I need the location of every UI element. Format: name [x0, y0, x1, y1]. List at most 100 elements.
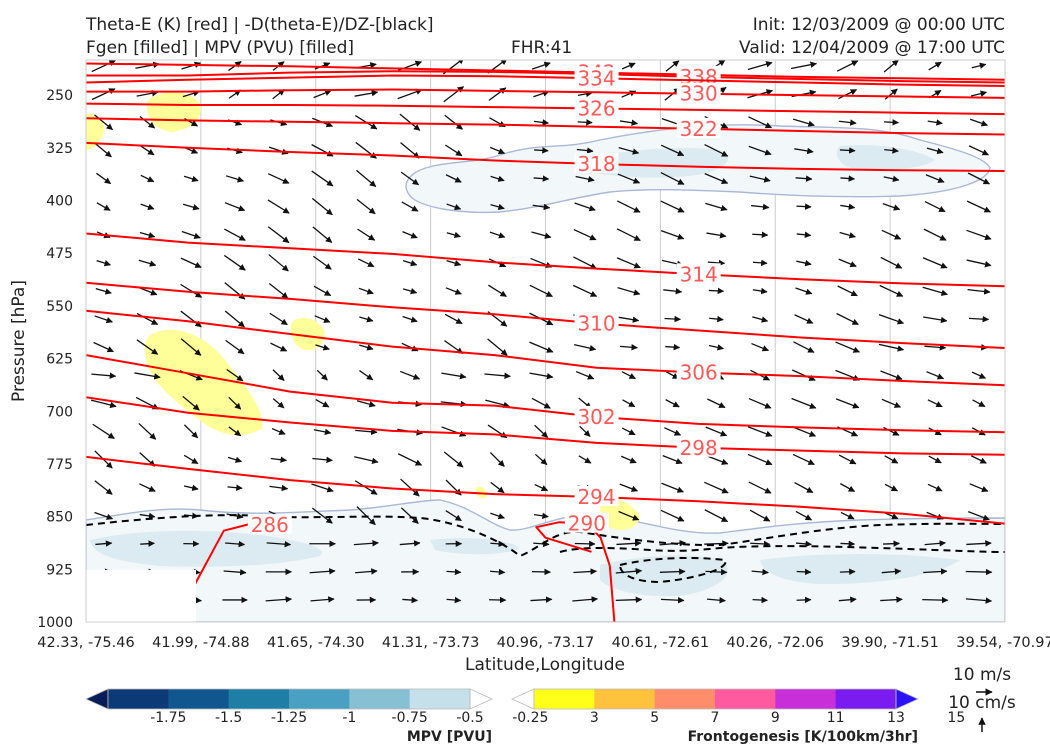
wind-vector [706, 232, 727, 239]
wind-vector [402, 315, 418, 323]
theta-e-contour [86, 354, 1005, 434]
theta-e-label-bg [574, 67, 619, 88]
theta-e-contour [86, 309, 1005, 387]
wind-vector [576, 147, 594, 154]
theta-e-contours: 3423383343303263223183143103063022982942… [86, 61, 1005, 622]
wind-vector [268, 283, 289, 299]
wind-vector [574, 343, 597, 352]
wind-vector [443, 451, 464, 468]
theta-e-label: 318 [577, 152, 615, 176]
wind-vector [397, 88, 423, 100]
theta-e-label-bg [247, 514, 292, 535]
wind-vector [748, 397, 772, 409]
wind-vector [616, 540, 642, 547]
wind-vector [397, 453, 423, 466]
wind-vector [879, 284, 904, 297]
wind-vector [441, 372, 467, 380]
wind-vector [265, 596, 293, 603]
wind-vector [795, 510, 813, 521]
wind-vector [181, 230, 201, 239]
wind-vector [224, 310, 245, 328]
wind-vector [927, 399, 943, 408]
theta-e-label: 310 [577, 311, 615, 335]
wind-vector [622, 399, 636, 408]
wind-vector [401, 201, 419, 212]
wind-vector [926, 147, 944, 155]
wind-vector [182, 203, 200, 211]
mpv-lower-core [90, 530, 322, 567]
mpv-colorbar-tick: -0.5 [456, 710, 483, 726]
wind-vector [529, 341, 554, 353]
wind-vector [883, 175, 900, 183]
wind-vector [796, 203, 812, 210]
wind-vector [660, 229, 685, 240]
wind-vector [924, 344, 947, 351]
wind-vector [136, 312, 159, 326]
wind-vector [660, 596, 685, 604]
theta-e-label: 334 [577, 66, 615, 90]
wind-vector [709, 315, 724, 323]
wind-vector [96, 259, 111, 267]
theta-e-label-bg [676, 117, 721, 138]
wind-vector [927, 119, 943, 126]
wind-vector [748, 481, 772, 494]
theta-e-label: 330 [680, 82, 718, 106]
wind-vector [880, 256, 903, 269]
wind-vector [91, 88, 116, 101]
mpv-colorbar-segment [108, 689, 169, 709]
wind-vector [95, 540, 113, 547]
wind-vector [882, 203, 901, 211]
wind-vector [92, 423, 115, 440]
wind-vector [659, 568, 686, 575]
wind-vector [487, 338, 508, 356]
mpv-colorbar-end [469, 688, 493, 710]
wind-vector [353, 540, 379, 547]
wind-vector [838, 454, 857, 465]
wind-vector [446, 231, 461, 239]
mpv-colorbar-tick: -1.25 [271, 710, 307, 726]
frontogenesis-colorbar: 3 5 7 9 11 13 15 [511, 688, 965, 726]
fgen-colorbar-segment [775, 689, 837, 709]
wind-vector [354, 480, 378, 495]
wind-vector [836, 60, 859, 72]
wind-vector [752, 316, 769, 323]
theta-e-contour [86, 117, 1005, 136]
wind-vector [663, 287, 683, 295]
wind-vector [660, 171, 685, 185]
wind-vector [139, 483, 156, 492]
mpv-lower-core-4 [760, 554, 960, 585]
wind-vector [968, 315, 990, 323]
wind-vector [881, 568, 902, 575]
init-time: Init: 12/03/2009 @ 00:00 UTC [752, 15, 1005, 35]
x-tick-label: 41.99, -74.88 [152, 635, 249, 651]
vector-reference-horizontal: 10 m/s [953, 665, 1011, 685]
wind-vector [928, 455, 942, 464]
wind-vector [446, 568, 462, 576]
wind-vector [228, 396, 242, 410]
y-axis: 250 325 400 475 550 625 700 775 850 925 1000 [37, 88, 73, 631]
wind-vector [488, 284, 507, 298]
wind-vector [795, 540, 813, 548]
wind-vector [925, 174, 945, 183]
y-tick-label: 700 [46, 404, 73, 420]
wind-vector [223, 228, 246, 241]
wind-vector [965, 568, 993, 576]
mpv-colorbar-tick: -1 [342, 710, 356, 726]
y-tick-label: 775 [46, 457, 73, 473]
mpv-colorbar-title: MPV [PVU] [407, 729, 492, 745]
fgen-colorbar-tick: 3 [590, 710, 599, 726]
wind-vector [531, 231, 552, 239]
x-tick-label: 40.26, -72.06 [727, 635, 824, 651]
wind-vector [139, 512, 156, 520]
wind-vector [402, 288, 418, 295]
wind-vector [267, 173, 290, 184]
wind-vector [534, 483, 549, 492]
theta-e-contour [86, 232, 1005, 288]
mpv-colorbar-tick: -0.25 [512, 710, 548, 726]
wind-vector [838, 89, 858, 100]
wind-vector [704, 509, 729, 523]
wind-vector [969, 118, 989, 127]
y-tick-label: 625 [46, 352, 73, 368]
wind-vector [880, 596, 903, 603]
wind-vector [922, 257, 948, 269]
